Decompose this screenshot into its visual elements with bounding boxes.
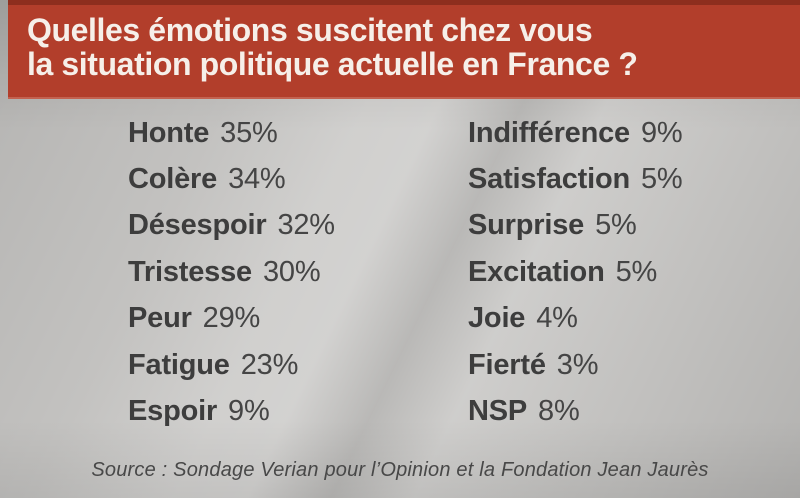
emotion-value: 34% [228,163,286,196]
emotion-row-fierte: Fierté 3% [468,342,683,388]
emotion-label: Excitation [468,255,605,288]
emotion-row-fatigue: Fatigue 23% [128,342,335,388]
emotions-column-right: Indifférence 9% Satisfaction 5% Surprise… [468,110,683,435]
emotion-label: NSP [468,395,528,428]
emotion-value: 5% [615,255,658,288]
emotion-row-peur: Peur 29% [128,296,335,342]
question-line-2: la situation politique actuelle en Franc… [27,46,638,82]
emotion-row-tristesse: Tristesse 30% [128,249,335,295]
emotion-row-joie: Joie 4% [468,296,683,342]
emotion-label: Désespoir [128,209,267,242]
emotion-label: Indifférence [468,116,630,149]
emotion-label: Fierté [468,348,546,381]
emotion-row-surprise: Surprise 5% [468,203,683,249]
emotion-value: 8% [538,395,580,428]
emotion-label: Satisfaction [468,163,630,196]
emotion-label: Colère [128,163,218,196]
emotion-label: Espoir [128,395,218,428]
emotion-value: 5% [595,209,637,242]
emotion-value: 35% [220,116,278,149]
emotion-value: 9% [640,116,683,149]
emotion-label: Surprise [468,209,585,242]
emotion-value: 30% [262,255,321,288]
question-banner: Quelles émotions suscitent chez vous la … [8,0,800,99]
emotion-value: 4% [536,302,578,335]
emotion-row-espoir: Espoir 9% [128,388,335,434]
emotion-value: 9% [228,395,270,428]
emotion-label: Fatigue [128,348,230,381]
question-line-1: Quelles émotions suscitent chez vous [27,12,593,48]
source-line: Source : Sondage Verian pour l’Opinion e… [91,459,709,481]
emotion-row-desespoir: Désespoir 32% [128,203,335,249]
emotion-label: Peur [128,302,192,335]
emotion-value: 32% [277,209,335,242]
emotion-value: 29% [202,302,261,335]
emotion-label: Joie [468,302,526,335]
emotion-row-nsp: NSP 8% [468,388,683,434]
emotion-label: Honte [128,116,210,149]
emotion-value: 3% [556,348,599,381]
emotion-value: 23% [240,348,299,381]
emotion-label: Tristesse [128,255,252,288]
emotion-row-satisfaction: Satisfaction 5% [468,156,683,202]
emotion-row-colere: Colère 34% [128,156,335,202]
emotion-value: 5% [640,163,683,196]
emotion-row-honte: Honte 35% [128,110,335,156]
emotion-row-excitation: Excitation 5% [468,249,683,295]
emotions-column-left: Honte 35% Colère 34% Désespoir 32% Trist… [128,110,335,435]
emotion-row-indifference: Indifférence 9% [468,110,683,156]
